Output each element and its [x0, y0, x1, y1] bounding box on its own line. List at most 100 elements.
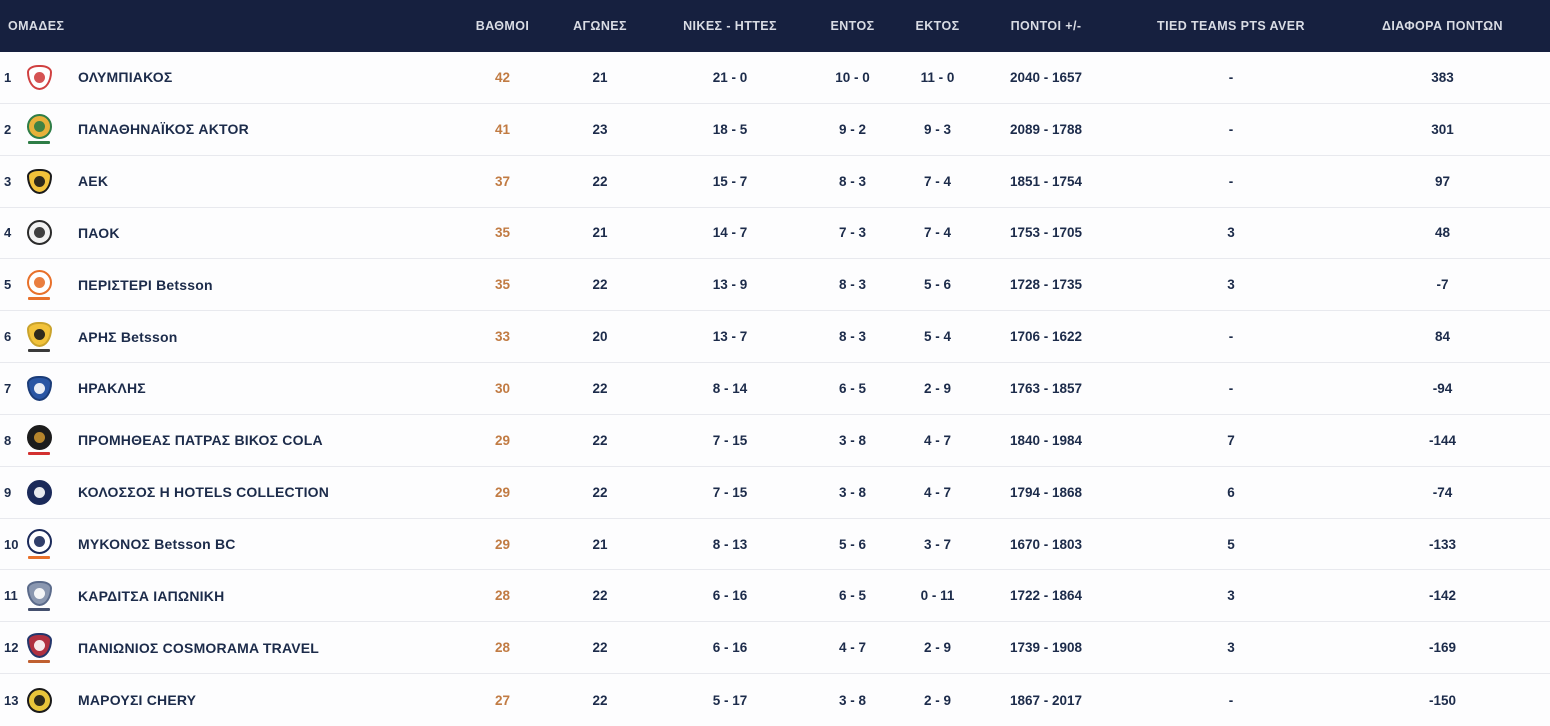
team-points-cell: 33 — [494, 329, 511, 345]
iraklis-crest-icon — [22, 375, 56, 401]
team-games-cell: 23 — [592, 121, 608, 137]
team-home-record-cell: 8 - 3 — [838, 329, 866, 345]
team-games-cell: 22 — [592, 380, 608, 396]
peristeri-crest-icon — [22, 269, 56, 300]
table-row[interactable]: 12 ΠΑΝΙΩΝΙΟΣ COSMORAMA TRAVEL 28 22 6 - … — [0, 622, 1550, 675]
team-home-record-cell: 10 - 0 — [835, 69, 870, 85]
team-points-diff-cell: 84 — [1434, 329, 1451, 345]
team-games-cell: 22 — [592, 588, 608, 604]
panionios-crest-icon — [22, 632, 56, 663]
team-points-for-against-cell: 1739 - 1908 — [1009, 640, 1083, 656]
karditsa-crest-icon — [22, 580, 56, 611]
table-row[interactable]: 8 ΠΡΟΜΗΘΕΑΣ ΠΑΤΡΑΣ ΒΙΚΟΣ COLA 29 22 7 - … — [0, 414, 1550, 467]
team-points-for-against-cell: 1728 - 1735 — [1009, 277, 1083, 293]
team-tied-teams-aver-cell: 3 — [1227, 277, 1235, 293]
team-home-record-cell: 3 - 8 — [838, 692, 866, 708]
team-away-record-cell: 4 - 7 — [923, 484, 951, 500]
team-points-for-against-cell: 2089 - 1788 — [1009, 121, 1083, 137]
team-points-diff-cell: -133 — [1428, 536, 1457, 552]
aek-crest-icon — [22, 168, 56, 194]
mykonos-crest-icon — [22, 529, 56, 560]
table-row[interactable]: 5 ΠΕΡΙΣΤΕΡΙ Betsson 35 22 13 - 9 8 - 3 5… — [0, 259, 1550, 312]
team-away-record-cell: 0 - 11 — [920, 588, 955, 604]
column-header-home: ΕΝΤΟΣ — [830, 19, 875, 33]
team-points-diff-cell: -150 — [1428, 692, 1457, 708]
team-games-cell: 21 — [592, 536, 608, 552]
table-row[interactable]: 13 ΜΑΡΟΥΣΙ CHERY 27 22 5 - 17 3 - 8 2 - … — [0, 674, 1550, 726]
column-header-points-diff: ΔΙΑΦΟΡΑ ΠΟΝΤΩΝ — [1382, 19, 1503, 33]
team-name: ΚΑΡΔΙΤΣΑ ΙΑΠΩΝΙΚΗ — [78, 587, 225, 604]
team-name: ΠΡΟΜΗΘΕΑΣ ΠΑΤΡΑΣ ΒΙΚΟΣ COLA — [78, 432, 323, 449]
team-points-for-against-cell: 1840 - 1984 — [1009, 432, 1083, 448]
team-home-record-cell: 4 - 7 — [838, 640, 866, 656]
team-tied-teams-aver-cell: 7 — [1227, 432, 1235, 448]
team-rank: 7 — [4, 380, 12, 396]
team-name: ΑΡΗΣ Betsson — [78, 328, 178, 345]
team-points-for-against-cell: 1794 - 1868 — [1009, 484, 1083, 500]
team-name: ΠΑΝΑΘΗΝΑΪΚΟΣ AKTOR — [78, 121, 249, 138]
team-name: ΟΛΥΜΠΙΑΚΟΣ — [78, 69, 173, 86]
team-points-for-against-cell: 1867 - 2017 — [1009, 692, 1083, 708]
team-tied-teams-aver-cell: 3 — [1227, 640, 1235, 656]
team-tied-teams-aver-cell: - — [1228, 69, 1234, 85]
team-games-cell: 22 — [592, 640, 608, 656]
table-row[interactable]: 9 ΚΟΛΟΣΣΟΣ Η HOTELS COLLECTION 29 22 7 -… — [0, 466, 1550, 519]
paok-crest-icon — [22, 220, 56, 246]
maroussi-crest-icon — [22, 687, 56, 713]
table-row[interactable]: 6 ΑΡΗΣ Betsson 33 20 13 - 7 8 - 3 5 - 4 … — [0, 311, 1550, 364]
team-rank: 3 — [4, 173, 12, 189]
table-row[interactable]: 11 ΚΑΡΔΙΤΣΑ ΙΑΠΩΝΙΚΗ 28 22 6 - 16 6 - 5 … — [0, 570, 1550, 623]
team-home-record-cell: 5 - 6 — [838, 536, 866, 552]
team-away-record-cell: 4 - 7 — [923, 432, 951, 448]
team-points-for-against-cell: 1706 - 1622 — [1009, 329, 1083, 345]
team-rank: 11 — [4, 588, 18, 604]
team-away-record-cell: 2 - 9 — [923, 692, 951, 708]
team-wins-losses-cell: 13 - 9 — [712, 277, 748, 293]
table-row[interactable]: 4 ΠΑΟΚ 35 21 14 - 7 7 - 3 7 - 4 1753 - 1… — [0, 207, 1550, 260]
team-points-cell: 35 — [494, 277, 511, 293]
team-tied-teams-aver-cell: - — [1228, 173, 1234, 189]
team-points-diff-cell: 301 — [1431, 121, 1454, 137]
team-name: ΜΥΚΟΝΟΣ Betsson BC — [78, 536, 236, 553]
team-points-diff-cell: -74 — [1432, 484, 1453, 500]
team-wins-losses-cell: 7 - 15 — [712, 484, 748, 500]
team-tied-teams-aver-cell: 3 — [1227, 225, 1235, 241]
team-points-cell: 29 — [494, 484, 511, 500]
team-home-record-cell: 3 - 8 — [838, 432, 866, 448]
team-points-for-against-cell: 1763 - 1857 — [1009, 380, 1083, 396]
team-wins-losses-cell: 6 - 16 — [712, 640, 748, 656]
table-row[interactable]: 2 ΠΑΝΑΘΗΝΑΪΚΟΣ AKTOR 41 23 18 - 5 9 - 2 … — [0, 103, 1550, 156]
column-header-tied-teams: TIED TEAMS PTS AVER — [1157, 19, 1305, 33]
column-header-wins-losses: ΝΙΚΕΣ - ΗΤΤΕΣ — [683, 19, 777, 33]
team-wins-losses-cell: 21 - 0 — [712, 69, 748, 85]
column-header-away: ΕΚΤΟΣ — [915, 19, 960, 33]
table-row[interactable]: 3 ΑΕΚ 37 22 15 - 7 8 - 3 7 - 4 1851 - 17… — [0, 155, 1550, 208]
panathinaikos-crest-icon — [22, 114, 56, 145]
team-name: ΑΕΚ — [78, 173, 109, 190]
team-games-cell: 21 — [592, 69, 608, 85]
table-row[interactable]: 7 ΗΡΑΚΛΗΣ 30 22 8 - 14 6 - 5 2 - 9 1763 … — [0, 363, 1550, 415]
team-rank: 8 — [4, 432, 12, 448]
team-points-for-against-cell: 1722 - 1864 — [1009, 588, 1083, 604]
team-games-cell: 22 — [592, 484, 608, 500]
team-rank: 4 — [4, 225, 12, 241]
team-away-record-cell: 5 - 4 — [923, 329, 951, 345]
team-wins-losses-cell: 8 - 13 — [712, 536, 748, 552]
team-points-diff-cell: 383 — [1431, 69, 1454, 85]
team-games-cell: 22 — [592, 692, 608, 708]
team-name: ΗΡΑΚΛΗΣ — [78, 380, 146, 397]
team-wins-losses-cell: 5 - 17 — [712, 692, 748, 708]
table-row[interactable]: 1 ΟΛΥΜΠΙΑΚΟΣ 42 21 21 - 0 10 - 0 11 - 0 … — [0, 52, 1550, 104]
team-tied-teams-aver-cell: - — [1228, 692, 1234, 708]
team-points-cell: 37 — [494, 173, 511, 189]
promitheas-crest-icon — [22, 425, 56, 456]
standings-header-row: ΟΜΑΔΕΣ ΒΑΘΜΟΙ ΑΓΩΝΕΣ ΝΙΚΕΣ - ΗΤΤΕΣ ΕΝΤΟΣ… — [0, 0, 1550, 52]
table-row[interactable]: 10 ΜΥΚΟΝΟΣ Betsson BC 29 21 8 - 13 5 - 6… — [0, 518, 1550, 571]
aris-crest-icon — [22, 321, 56, 352]
team-name: ΠΑΟΚ — [78, 224, 120, 241]
team-games-cell: 22 — [592, 277, 608, 293]
team-points-diff-cell: -7 — [1436, 277, 1449, 293]
olympiacos-crest-icon — [22, 64, 56, 90]
team-wins-losses-cell: 6 - 16 — [712, 588, 748, 604]
